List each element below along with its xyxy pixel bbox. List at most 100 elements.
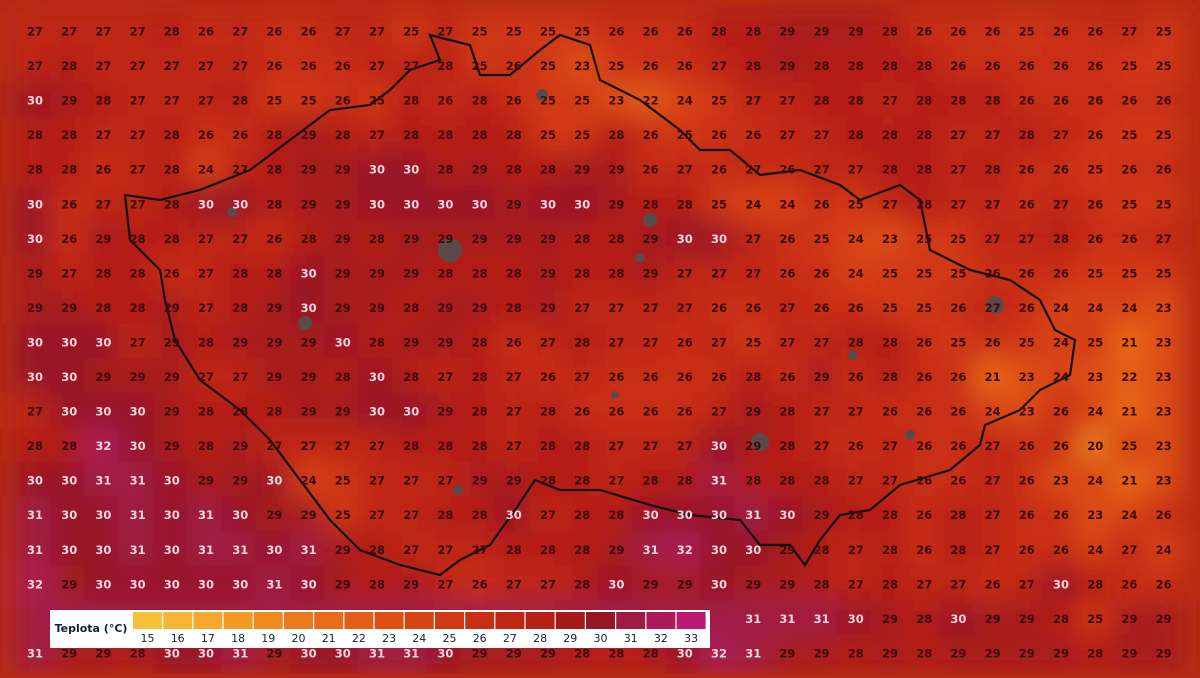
temperature-label: 28: [61, 59, 77, 73]
legend-swatch: [435, 612, 464, 629]
field-cell: [118, 81, 157, 121]
temperature-label: 26: [848, 301, 864, 315]
temperature-label: 27: [437, 370, 453, 384]
temperature-label: 25: [506, 25, 522, 39]
field-cell: [734, 634, 773, 674]
field-cell: [939, 634, 978, 674]
temperature-label: 26: [1121, 577, 1137, 591]
temperature-label: 25: [1087, 266, 1103, 280]
temperature-label: 28: [574, 335, 590, 349]
field-cell: [1144, 12, 1183, 52]
temperature-label: 31: [27, 543, 43, 557]
field-cell: [84, 461, 123, 501]
temperature-label: 29: [232, 474, 248, 488]
temperature-label: 27: [1019, 577, 1035, 591]
temperature-label: 26: [916, 474, 932, 488]
field-cell: [1041, 392, 1081, 432]
field-cell: [973, 116, 1012, 155]
temperature-labels: 27 27 27 27 28 26 27 26 26 27 27 25 27 25 25 25 25 26 26 26…: [27, 25, 1172, 661]
temperature-label: 28: [95, 301, 111, 315]
temperature-label: 28: [1053, 612, 1069, 626]
field-cell: [939, 12, 978, 52]
temperature-label: 28: [472, 94, 488, 108]
field-cell: [1076, 81, 1115, 121]
field-cell: [84, 150, 123, 190]
temperature-label: 27: [985, 128, 1001, 142]
temperature-label: 30: [27, 94, 43, 108]
field-cell: [768, 116, 807, 155]
temperature-label: 26: [266, 59, 282, 73]
temperature-label: 24: [1087, 474, 1103, 488]
field-cell: [221, 496, 260, 535]
temperature-label: 28: [916, 646, 932, 660]
field-cell: [1041, 427, 1081, 466]
temperature-label: 28: [403, 128, 419, 142]
field-cell: [802, 496, 841, 535]
temperature-label: 30: [130, 405, 146, 419]
temperature-label: 28: [27, 439, 43, 453]
field-cell: [186, 427, 226, 466]
temperature-label: 28: [437, 508, 453, 522]
temperature-label: 30: [369, 405, 385, 419]
field-cell: [186, 358, 226, 397]
field-cell: [1076, 47, 1115, 86]
field-cell: [665, 565, 704, 605]
field-cell: [836, 634, 875, 674]
temperature-label: 28: [61, 163, 77, 177]
temperature-label: 28: [574, 232, 590, 246]
field-cell: [392, 530, 431, 570]
field-cell: [357, 565, 397, 605]
field-cell: [152, 461, 191, 501]
field-cell: [768, 530, 807, 570]
field-cell: [186, 116, 226, 155]
field-cell: [1007, 116, 1046, 155]
temperature-label: 27: [814, 335, 830, 349]
temperature-label: 30: [61, 508, 77, 522]
field-cell: [1110, 565, 1149, 605]
temperature-label: 23: [1156, 474, 1172, 488]
temperature-label: 27: [95, 197, 111, 211]
field-cell: [665, 150, 704, 190]
field-cell: [1144, 358, 1183, 397]
field-cell: [460, 254, 499, 294]
temperature-label: 28: [540, 543, 556, 557]
legend-label: 22: [352, 632, 366, 645]
field-cell: [15, 185, 55, 225]
field-cell: [460, 81, 499, 121]
field-cell: [221, 289, 260, 328]
field-cell: [1144, 116, 1183, 155]
temperature-label: 25: [1121, 128, 1137, 142]
field-cell: [734, 12, 773, 52]
temperature-label: 27: [608, 335, 624, 349]
field-cell: [323, 220, 362, 259]
field-cell: [768, 12, 807, 52]
field-cell: [152, 530, 191, 570]
field-cell: [768, 461, 807, 501]
temperature-label: 27: [164, 94, 180, 108]
field-cell: [563, 47, 602, 86]
temperature-label: 29: [779, 25, 795, 39]
field-cell: [1076, 116, 1115, 155]
temperature-label: 30: [437, 197, 453, 211]
field-cell: [186, 289, 226, 328]
field-cell: [802, 427, 841, 466]
field-cell: [1007, 12, 1046, 52]
field-cell: [563, 496, 602, 535]
field-cell: [357, 116, 397, 155]
temperature-label: 29: [1019, 612, 1035, 626]
temperature-label: 26: [1156, 577, 1172, 591]
temperature-label: 29: [335, 266, 351, 280]
field-cell: [665, 323, 704, 363]
temperature-label: 25: [335, 508, 351, 522]
temperature-label: 25: [472, 25, 488, 39]
temperature-label: 31: [266, 577, 282, 591]
temperature-label: 28: [608, 232, 624, 246]
field-cell: [699, 392, 739, 432]
field-cell: [289, 461, 328, 501]
field-cell: [699, 358, 739, 397]
temperature-label: 28: [574, 646, 590, 660]
field-cell: [631, 392, 670, 432]
field-cell: [597, 12, 636, 52]
field-cell: [1110, 150, 1149, 190]
field-cell: [50, 220, 89, 259]
